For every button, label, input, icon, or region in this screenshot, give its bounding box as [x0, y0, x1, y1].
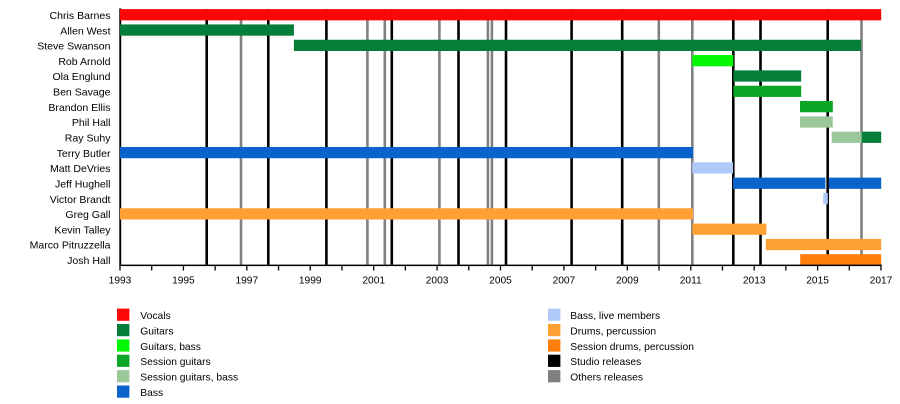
- svg-text:Guitars, bass: Guitars, bass: [140, 342, 201, 353]
- svg-text:2017: 2017: [870, 276, 893, 287]
- svg-text:Session drums, percussion: Session drums, percussion: [570, 342, 694, 353]
- svg-text:Ben Savage: Ben Savage: [53, 87, 111, 99]
- svg-text:Brandon Ellis: Brandon Ellis: [48, 102, 110, 114]
- svg-text:1997: 1997: [235, 276, 258, 287]
- svg-text:Vocals: Vocals: [140, 311, 170, 322]
- svg-text:2009: 2009: [616, 276, 639, 287]
- svg-text:Ola Englund: Ola Englund: [52, 71, 110, 83]
- svg-text:2013: 2013: [743, 276, 766, 287]
- svg-text:Josh Hall: Josh Hall: [67, 255, 110, 267]
- svg-text:Greg Gall: Greg Gall: [65, 209, 110, 221]
- svg-text:2011: 2011: [680, 276, 702, 287]
- svg-text:Session guitars: Session guitars: [140, 357, 210, 368]
- svg-text:Drums, percussion: Drums, percussion: [570, 326, 656, 337]
- svg-text:Session guitars, bass: Session guitars, bass: [140, 373, 238, 384]
- svg-text:1995: 1995: [172, 276, 195, 287]
- svg-text:Studio releases: Studio releases: [570, 357, 641, 368]
- svg-text:Steve Swanson: Steve Swanson: [37, 41, 110, 53]
- svg-text:Rob Arnold: Rob Arnold: [58, 56, 110, 68]
- svg-text:Guitars: Guitars: [140, 326, 173, 337]
- svg-text:2015: 2015: [806, 276, 829, 287]
- svg-text:Others releases: Others releases: [570, 373, 643, 384]
- svg-text:Allen West: Allen West: [60, 25, 110, 37]
- svg-text:2001: 2001: [362, 276, 385, 287]
- svg-text:Terry Butler: Terry Butler: [57, 148, 111, 160]
- svg-text:2003: 2003: [426, 276, 449, 287]
- svg-text:1993: 1993: [109, 276, 132, 287]
- svg-text:Jeff Hughell: Jeff Hughell: [55, 178, 111, 190]
- svg-text:Victor Brandt: Victor Brandt: [50, 194, 111, 206]
- svg-text:Bass, live members: Bass, live members: [570, 311, 660, 322]
- svg-text:2007: 2007: [553, 276, 576, 287]
- svg-text:Ray Suhy: Ray Suhy: [65, 132, 111, 144]
- svg-text:Chris Barnes: Chris Barnes: [50, 10, 111, 22]
- svg-text:Marco Pitruzzella: Marco Pitruzzella: [30, 240, 111, 252]
- svg-text:Kevin Talley: Kevin Talley: [54, 224, 111, 236]
- svg-text:Phil Hall: Phil Hall: [72, 117, 111, 129]
- svg-text:2005: 2005: [489, 276, 512, 287]
- svg-text:Matt DeVries: Matt DeVries: [50, 163, 111, 175]
- svg-text:Bass: Bass: [140, 388, 163, 399]
- svg-text:1999: 1999: [299, 276, 322, 287]
